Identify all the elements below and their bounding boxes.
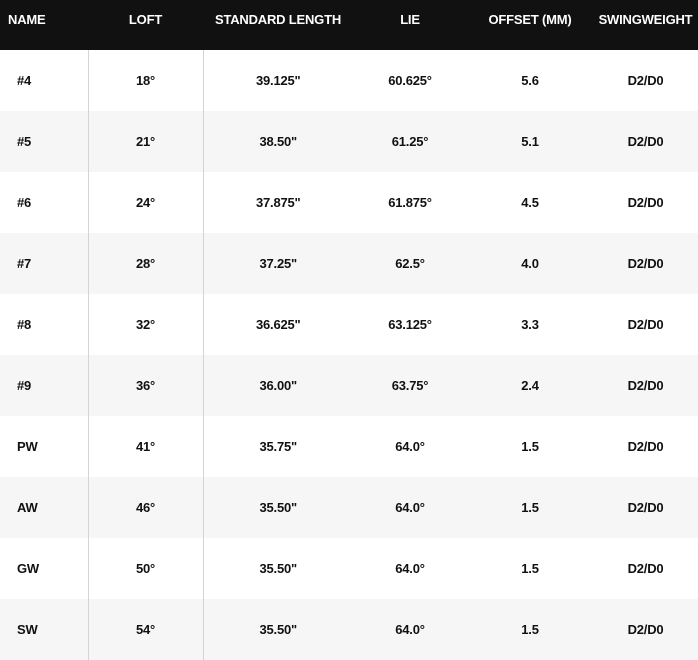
- table-row: #9 36° 36.00" 63.75° 2.4 D2/D0: [0, 355, 698, 416]
- cell-standard-length: 37.875": [255, 195, 301, 210]
- cell-loft: 32°: [88, 294, 204, 355]
- cell-loft: 50°: [88, 538, 204, 599]
- cell-offset: 1.5: [521, 439, 539, 454]
- cell-standard-length: 39.125": [255, 73, 301, 88]
- cell-lie: 64.0°: [395, 500, 425, 515]
- cell-lie: 60.625°: [388, 73, 432, 88]
- cell-lie: 62.5°: [395, 256, 425, 271]
- cell-swingweight: D2/D0: [627, 256, 664, 271]
- cell-name: SW: [0, 599, 89, 660]
- header-row: NAME LOFT STANDARD LENGTH LIE OFFSET (MM) SWI…: [0, 0, 698, 50]
- cell-name: #9: [0, 355, 89, 416]
- cell-loft: 36°: [88, 355, 204, 416]
- table-row: #5 21° 38.50" 61.25° 5.1 D2/D0: [0, 111, 698, 172]
- cell-loft: 24°: [88, 172, 204, 233]
- column-header-loft: LOFT: [128, 12, 163, 27]
- cell-loft: 46°: [88, 477, 204, 538]
- cell-name: #5: [0, 111, 89, 172]
- table-row: PW 41° 35.75" 64.0° 1.5 D2/D0: [0, 416, 698, 477]
- cell-standard-length: 37.25": [259, 256, 298, 271]
- cell-swingweight: D2/D0: [627, 439, 664, 454]
- cell-standard-length: 36.00": [259, 378, 298, 393]
- cell-standard-length: 38.50": [259, 134, 298, 149]
- cell-swingweight: D2/D0: [627, 317, 664, 332]
- column-header-swingweight: SWINGWEIGHT: [598, 12, 693, 27]
- cell-offset: 2.4: [521, 378, 539, 393]
- cell-swingweight: D2/D0: [627, 561, 664, 576]
- cell-standard-length: 35.50": [259, 622, 298, 637]
- table-row: GW 50° 35.50" 64.0° 1.5 D2/D0: [0, 538, 698, 599]
- cell-offset: 5.1: [521, 134, 539, 149]
- cell-standard-length: 36.625": [255, 317, 301, 332]
- cell-swingweight: D2/D0: [627, 622, 664, 637]
- cell-standard-length: 35.50": [259, 561, 298, 576]
- cell-lie: 63.125°: [388, 317, 432, 332]
- cell-swingweight: D2/D0: [627, 500, 664, 515]
- column-header-standard-length: STANDARD LENGTH: [214, 12, 342, 27]
- column-header-lie: LIE: [400, 12, 420, 27]
- table-row: #4 18° 39.125" 60.625° 5.6 D2/D0: [0, 50, 698, 111]
- cell-offset: 1.5: [521, 500, 539, 515]
- cell-offset: 4.0: [521, 256, 539, 271]
- cell-lie: 61.875°: [388, 195, 432, 210]
- table-row: #6 24° 37.875" 61.875° 4.5 D2/D0: [0, 172, 698, 233]
- cell-offset: 1.5: [521, 622, 539, 637]
- table-row: #8 32° 36.625" 63.125° 3.3 D2/D0: [0, 294, 698, 355]
- cell-name: #6: [0, 172, 89, 233]
- cell-lie: 64.0°: [395, 561, 425, 576]
- column-header-offset: OFFSET (MM): [488, 12, 572, 27]
- cell-swingweight: D2/D0: [627, 378, 664, 393]
- cell-loft: 41°: [88, 416, 204, 477]
- cell-name: #4: [0, 50, 89, 111]
- table-header: NAME LOFT STANDARD LENGTH LIE OFFSET (MM) SWI…: [0, 0, 698, 50]
- table-row: #7 28° 37.25" 62.5° 4.0 D2/D0: [0, 233, 698, 294]
- cell-name: PW: [0, 416, 89, 477]
- cell-loft: 54°: [88, 599, 204, 660]
- cell-swingweight: D2/D0: [627, 134, 664, 149]
- table-row: AW 46° 35.50" 64.0° 1.5 D2/D0: [0, 477, 698, 538]
- cell-standard-length: 35.75": [259, 439, 298, 454]
- cell-swingweight: D2/D0: [627, 73, 664, 88]
- cell-lie: 64.0°: [395, 622, 425, 637]
- cell-offset: 1.5: [521, 561, 539, 576]
- cell-loft: 28°: [88, 233, 204, 294]
- cell-loft: 21°: [88, 111, 204, 172]
- cell-loft: 18°: [88, 50, 204, 111]
- table-row: SW 54° 35.50" 64.0° 1.5 D2/D0: [0, 599, 698, 660]
- cell-offset: 5.6: [521, 73, 539, 88]
- cell-lie: 64.0°: [395, 439, 425, 454]
- cell-name: AW: [0, 477, 89, 538]
- cell-lie: 63.75°: [391, 378, 429, 393]
- table-body: #4 18° 39.125" 60.625° 5.6 D2/D0 #5 21° 38.50" 61…: [0, 50, 698, 660]
- column-header-name: NAME: [8, 12, 46, 27]
- cell-offset: 4.5: [521, 195, 539, 210]
- cell-name: #7: [0, 233, 89, 294]
- cell-name: GW: [0, 538, 89, 599]
- cell-offset: 3.3: [521, 317, 539, 332]
- cell-standard-length: 35.50": [259, 500, 298, 515]
- cell-swingweight: D2/D0: [627, 195, 664, 210]
- cell-name: #8: [0, 294, 89, 355]
- cell-lie: 61.25°: [391, 134, 429, 149]
